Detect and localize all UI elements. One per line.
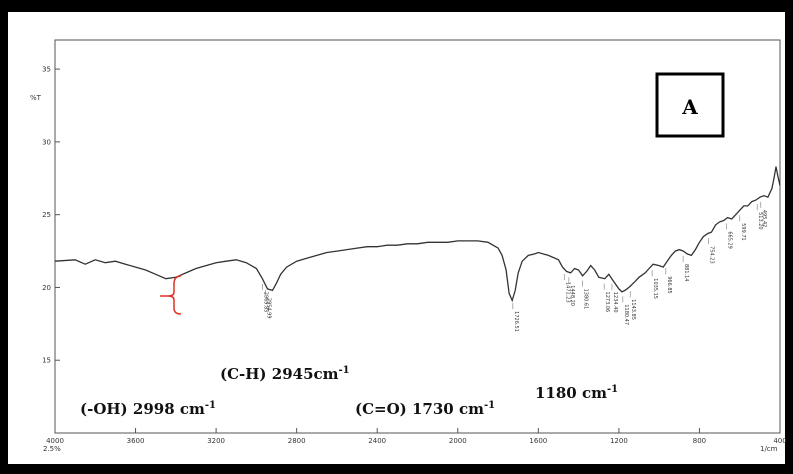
x-tick-label: 2400 [368,437,386,445]
y-tick-label: 15 [42,357,51,365]
x-tick-label: 3600 [127,437,145,445]
annotation-label: (C=O) 1730 cm-1 [355,400,495,418]
x-tick-label: 1600 [529,437,547,445]
peak-label: 966.85 [666,276,672,294]
annotation-superscript: -1 [484,400,495,411]
peak-label: 1180.47 [623,304,629,325]
x-unit-label: 1/cm [760,445,778,453]
peak-label: 2969.85 [262,292,268,313]
x-tick-label: 2000 [449,437,467,445]
x-tick-labels: 4000 3600 3200 2800 2400 2000 1600 1200 800 400 [46,437,787,445]
peak-label: 1234.40 [612,292,618,313]
peak-label: 1448.20 [569,285,575,306]
x-tick-label: 4000 [46,437,64,445]
x-tick-label: 2800 [288,437,306,445]
annotation-label: 1180 cm-1 [535,384,618,402]
peak-label: 1273.06 [604,292,610,313]
peak-label: 2954.99 [265,298,271,319]
y-tick-label: 20 [42,284,51,292]
y-tick-label: 35 [42,66,51,74]
annotation-superscript: -1 [607,384,618,395]
tick-marks [54,68,781,433]
y-tick-label: 30 [42,138,51,146]
peak-label: 1471.23 [564,282,570,303]
annotation-label: (C-H) 2945cm-1 [220,365,350,383]
x-tick-label: 400 [773,437,786,445]
x-tick-label: 1200 [610,437,628,445]
peak-label: 1380.61 [583,289,589,310]
y-tick-label: 25 [42,211,51,219]
y-axis-label: %T [30,94,42,102]
y-tick-labels: 35 30 25 20 15 [42,66,51,365]
peak-label: 599.71 [740,223,746,241]
peak-label: 1035.15 [652,278,658,299]
spectrum-line [54,166,781,303]
x-tick-label: 800 [693,437,706,445]
peak-label: 495.42 [761,210,767,228]
annotation-label: (-OH) 2998 cm-1 [80,400,216,418]
panel-label: A [681,95,698,119]
annotation-superscript: -1 [339,365,350,376]
x-corner-label: 2.5% [43,445,61,453]
x-tick-label: 3200 [207,437,225,445]
panel-label-box [655,72,725,138]
peak-label: 1726.51 [513,311,519,332]
peak-label: 754.23 [709,246,715,263]
plot-border [54,39,781,434]
peak-label: 881.14 [683,264,689,282]
annotation-superscript: -1 [205,400,216,411]
peak-label: 665.29 [727,231,733,249]
peak-label: 1143.85 [630,299,636,320]
peak-label: 513.20 [757,212,763,230]
annotations: (-OH) 2998 cm-1(C-H) 2945cm-1 (C=O) 1730 … [80,365,618,418]
oh-bracket [160,275,182,315]
